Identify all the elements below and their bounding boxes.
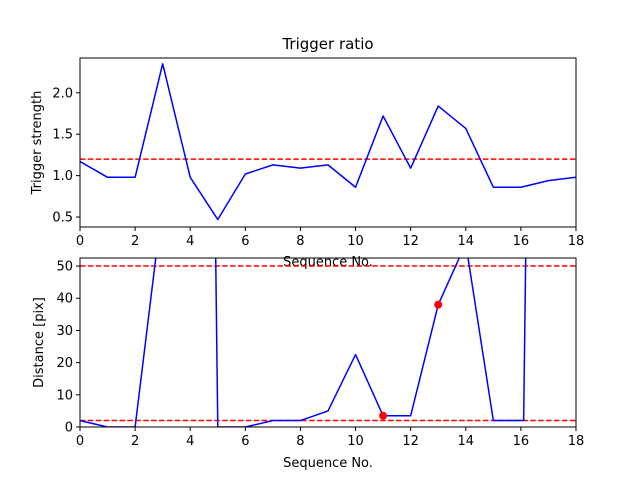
data-series	[80, 63, 576, 221]
x-tick-label: 2	[131, 234, 139, 249]
x-tick-label: 4	[186, 234, 194, 249]
x-ticks: 0 2 4 6 8 10 12 14 16 18	[76, 227, 584, 249]
y-tick-label: 10	[56, 388, 73, 403]
y-ticks: 0 10 20 30 40 50	[56, 260, 80, 436]
x-tick-label: 10	[347, 234, 364, 249]
x-ticks: 0 2 4 6 8 10 12 14 16 18	[76, 427, 584, 449]
y-tick-label: 30	[56, 324, 73, 339]
y-axis-label: Distance [pix]	[32, 297, 47, 388]
y-tick-label: 0.5	[52, 211, 73, 226]
x-tick-label: 16	[513, 234, 530, 249]
x-tick-label: 14	[458, 434, 475, 449]
x-tick-label: 2	[131, 434, 139, 449]
plot-frame	[79, 57, 577, 228]
x-tick-label: 12	[402, 234, 419, 249]
y-tick-label: 1.5	[52, 128, 73, 143]
data-series	[80, 258, 527, 427]
x-tick-label: 4	[186, 434, 194, 449]
x-tick-label: 10	[347, 434, 364, 449]
x-tick-label: 12	[402, 434, 419, 449]
x-tick-label: 0	[76, 434, 84, 449]
x-tick-label: 0	[76, 234, 84, 249]
y-ticks: 0.5 1.0 1.5 2.0	[52, 86, 80, 226]
x-tick-label: 8	[296, 434, 304, 449]
marker-points	[379, 300, 443, 420]
plot-background	[80, 258, 576, 427]
plot-background	[80, 58, 576, 227]
data-point	[379, 411, 388, 420]
x-axis-label: Sequence No.	[283, 255, 373, 270]
y-axis-label: Trigger strength	[30, 91, 45, 196]
threshold-lines	[80, 265, 576, 422]
chart-title: Trigger ratio	[281, 35, 373, 53]
x-tick-label: 16	[513, 434, 530, 449]
x-axis-label: Sequence No.	[283, 456, 373, 471]
x-tick-label: 14	[458, 234, 475, 249]
x-tick-label: 8	[296, 234, 304, 249]
trigger-ratio-plot: 0 2 4 6 8 10 12 14 16 18 0.5 1.0 1.5 2.0 Trigger rat…	[30, 35, 584, 270]
y-tick-label: 2.0	[52, 86, 73, 101]
data-point	[434, 300, 443, 309]
x-tick-label: 6	[241, 234, 249, 249]
x-tick-label: 18	[568, 234, 585, 249]
plot-frame	[79, 257, 577, 428]
y-tick-label: 0	[65, 421, 73, 436]
y-tick-label: 20	[56, 356, 73, 371]
series-line	[80, 258, 527, 427]
series-line	[80, 63, 576, 221]
x-tick-label: 6	[241, 434, 249, 449]
y-tick-label: 1.0	[52, 169, 73, 184]
y-tick-label: 40	[56, 292, 73, 307]
y-tick-label: 50	[56, 260, 73, 275]
x-tick-label: 18	[568, 434, 585, 449]
distance-plot: 0 2 4 6 8 10 12 14 16 18 0 10 20 30 40 50 Sequence No.…	[32, 257, 584, 471]
